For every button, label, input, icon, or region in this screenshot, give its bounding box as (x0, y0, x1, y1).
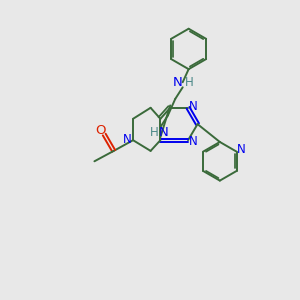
Text: H: H (185, 76, 194, 89)
Text: N: N (172, 76, 182, 89)
Text: H: H (149, 126, 158, 139)
Text: N: N (123, 133, 131, 146)
Text: N: N (189, 136, 198, 148)
Text: N: N (237, 143, 246, 156)
Text: N: N (159, 126, 169, 139)
Text: O: O (95, 124, 106, 136)
Text: N: N (189, 100, 198, 112)
